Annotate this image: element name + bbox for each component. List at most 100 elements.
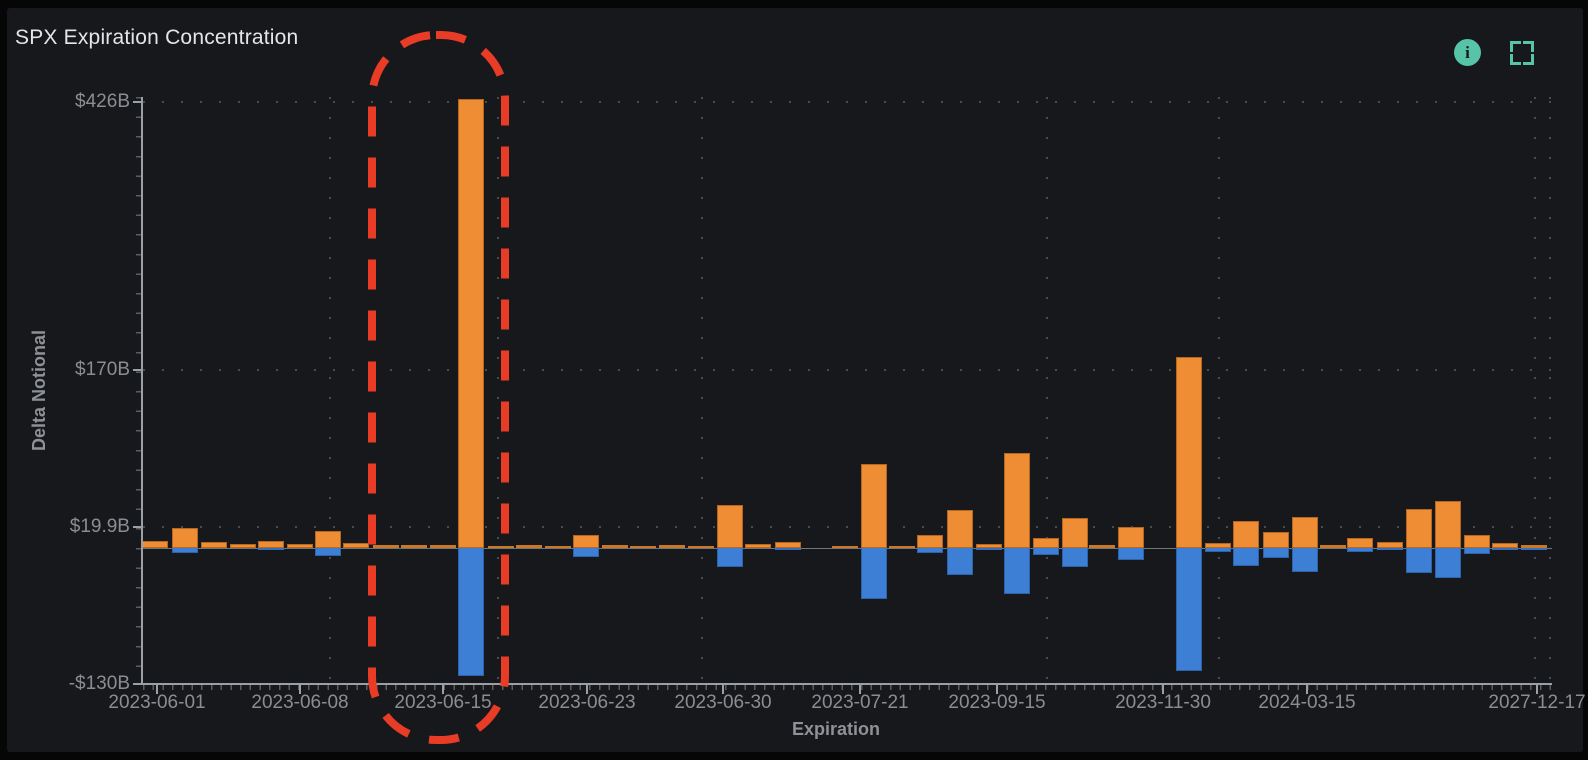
bar-positive[interactable] xyxy=(1406,509,1432,548)
bar-positive[interactable] xyxy=(373,544,399,548)
bar-positive[interactable] xyxy=(745,543,771,548)
bar-negative[interactable] xyxy=(1435,548,1461,579)
bar-positive[interactable] xyxy=(630,545,656,548)
bar-positive[interactable] xyxy=(573,535,599,548)
bar-negative[interactable] xyxy=(1347,548,1373,553)
bar-positive[interactable] xyxy=(1118,527,1144,548)
bar-negative[interactable] xyxy=(775,548,801,551)
bar-positive[interactable] xyxy=(287,543,313,548)
vertical-gridline xyxy=(1046,97,1048,683)
horizontal-gridline xyxy=(143,526,1552,529)
bar-positive[interactable] xyxy=(917,535,943,548)
bar-positive[interactable] xyxy=(1233,520,1259,548)
fullscreen-icon xyxy=(1523,41,1534,52)
bar-positive[interactable] xyxy=(1205,542,1231,548)
bar-positive[interactable] xyxy=(832,545,858,548)
bar-negative[interactable] xyxy=(1464,548,1490,555)
bar-positive[interactable] xyxy=(947,510,973,548)
bar-positive[interactable] xyxy=(315,531,341,548)
bar-positive[interactable] xyxy=(861,464,887,548)
bar-positive[interactable] xyxy=(1521,544,1547,548)
bar-negative[interactable] xyxy=(976,548,1002,551)
x-tick xyxy=(1306,685,1308,694)
y-tick xyxy=(133,683,141,686)
bar-negative[interactable] xyxy=(1062,548,1088,567)
bar-positive[interactable] xyxy=(401,544,427,548)
bar-negative[interactable] xyxy=(1118,548,1144,560)
bar-negative[interactable] xyxy=(1176,548,1202,671)
bar-negative[interactable] xyxy=(917,548,943,554)
bar-positive[interactable] xyxy=(230,543,256,548)
y-tick-label: $19.9B xyxy=(69,516,130,538)
bar-positive[interactable] xyxy=(1263,532,1289,548)
bar-positive[interactable] xyxy=(1176,357,1202,548)
bar-negative[interactable] xyxy=(1492,548,1518,551)
fullscreen-button[interactable] xyxy=(1510,41,1534,65)
bar-positive[interactable] xyxy=(172,528,198,548)
bar-positive[interactable] xyxy=(1464,535,1490,548)
bar-negative[interactable] xyxy=(315,548,341,557)
x-tick xyxy=(722,685,724,694)
y-tick-label: $170B xyxy=(75,358,130,380)
bar-positive[interactable] xyxy=(602,544,628,548)
bar-positive[interactable] xyxy=(1377,541,1403,548)
bar-positive[interactable] xyxy=(1347,537,1373,548)
bar-negative[interactable] xyxy=(1233,548,1259,566)
bar-positive[interactable] xyxy=(430,544,456,548)
bar-negative[interactable] xyxy=(258,548,284,551)
bar-positive[interactable] xyxy=(659,544,685,548)
bar-negative[interactable] xyxy=(717,548,743,567)
vertical-gridline xyxy=(1549,97,1551,683)
y-axis-line xyxy=(141,97,143,685)
vertical-gridline xyxy=(497,97,499,683)
bar-positive[interactable] xyxy=(717,505,743,548)
bar-positive[interactable] xyxy=(1004,452,1030,548)
bar-negative[interactable] xyxy=(573,548,599,558)
chart-title: SPX Expiration Concentration xyxy=(15,26,299,49)
bar-negative[interactable] xyxy=(1521,548,1547,550)
chart-panel xyxy=(7,8,1583,752)
bar-positive[interactable] xyxy=(142,540,168,548)
bar-negative[interactable] xyxy=(458,548,484,676)
bar-negative[interactable] xyxy=(1406,548,1432,574)
bar-positive[interactable] xyxy=(1292,516,1318,548)
info-button[interactable]: i xyxy=(1454,39,1481,66)
bar-positive[interactable] xyxy=(516,544,542,548)
bar-positive[interactable] xyxy=(545,545,571,548)
x-tick xyxy=(1536,685,1538,694)
bar-positive[interactable] xyxy=(1435,500,1461,548)
bar-positive[interactable] xyxy=(1320,544,1346,548)
bar-positive[interactable] xyxy=(688,545,714,548)
bar-negative[interactable] xyxy=(172,548,198,554)
fullscreen-icon xyxy=(1510,41,1521,52)
y-tick xyxy=(133,368,141,371)
bar-positive[interactable] xyxy=(458,99,484,548)
x-tick-label: 2027-12-17 xyxy=(1488,692,1586,713)
bar-positive[interactable] xyxy=(1033,537,1059,548)
bar-negative[interactable] xyxy=(1292,548,1318,573)
bar-positive[interactable] xyxy=(775,541,801,548)
bar-negative[interactable] xyxy=(1205,548,1231,553)
x-axis-line xyxy=(141,683,1552,685)
bar-negative[interactable] xyxy=(1004,548,1030,595)
bar-positive[interactable] xyxy=(889,545,915,548)
bar-negative[interactable] xyxy=(1263,548,1289,559)
bar-positive[interactable] xyxy=(343,542,369,548)
bar-positive[interactable] xyxy=(488,545,514,548)
bar-positive[interactable] xyxy=(258,540,284,548)
bar-positive[interactable] xyxy=(201,541,227,548)
bar-negative[interactable] xyxy=(1377,548,1403,551)
bar-positive[interactable] xyxy=(1062,517,1088,548)
vertical-gridline xyxy=(701,97,703,683)
bar-negative[interactable] xyxy=(1033,548,1059,556)
bar-positive[interactable] xyxy=(1492,542,1518,548)
zero-line xyxy=(143,548,1552,549)
x-tick-label: 2023-06-08 xyxy=(251,692,349,713)
bar-negative[interactable] xyxy=(947,548,973,576)
bar-negative[interactable] xyxy=(861,548,887,600)
bar-positive[interactable] xyxy=(976,543,1002,548)
y-tick-label: $426B xyxy=(75,90,130,112)
bar-positive[interactable] xyxy=(1089,544,1115,548)
